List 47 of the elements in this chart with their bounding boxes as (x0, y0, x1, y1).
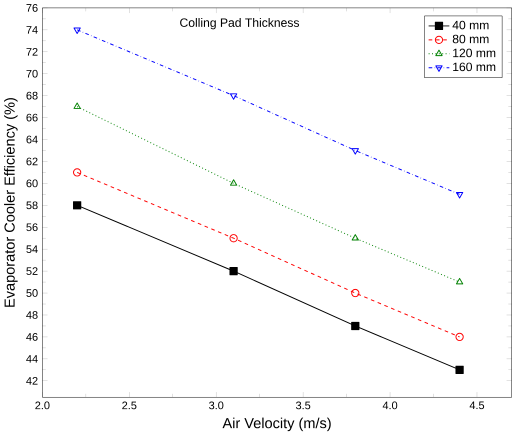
y-tick-label: 66 (26, 114, 38, 122)
y-tick-label: 56 (26, 223, 38, 232)
point (456, 192, 464, 198)
x-tick-label: 4.0 (382, 401, 398, 410)
point (74, 27, 81, 34)
legend-label: 80 mm (452, 34, 488, 44)
point (455, 332, 464, 341)
x-tick-label: 2.0 (35, 401, 50, 410)
x-tick-label: 3.0 (209, 401, 224, 410)
y-tick-label: 74 (26, 26, 38, 34)
point (73, 168, 82, 176)
y-tick-label: 64 (26, 136, 38, 144)
y-tick-label: 54 (26, 245, 38, 253)
y-tick-label: 42 (26, 376, 38, 385)
point (230, 93, 238, 100)
y-tick-label: 46 (26, 332, 38, 341)
y-tick-label: 44 (26, 355, 38, 363)
point (352, 234, 359, 240)
y-axis-title: Evaporator Cooler Efficiency (%) (4, 98, 18, 307)
x-tick-label: 4.5 (470, 401, 484, 410)
point (351, 288, 360, 298)
x-axis-title: Air Velocity (m/s) (222, 417, 331, 432)
y-tick-label: 58 (26, 201, 38, 210)
legend-label: 40 mm (452, 20, 488, 30)
point (230, 179, 238, 186)
y-tick-label: 68 (26, 92, 38, 100)
legend-label: 160 mm (453, 62, 496, 72)
y-tick-label: 76 (26, 4, 38, 12)
point (73, 201, 82, 210)
point (455, 366, 464, 374)
point (229, 266, 238, 276)
y-tick-label: 70 (26, 70, 38, 78)
y-tick-label: 72 (26, 48, 38, 56)
point (352, 148, 359, 155)
x-tick-label: 2.5 (122, 401, 136, 410)
point (351, 322, 360, 330)
annotation: Colling Pad Thickness (180, 18, 300, 30)
point (456, 278, 464, 284)
x-tick-label: 3.5 (296, 401, 310, 410)
point (74, 102, 81, 109)
point (229, 234, 238, 242)
legend-label: 120 mm (453, 48, 496, 58)
y-tick-label: 60 (26, 179, 38, 188)
y-tick-label: 52 (26, 267, 38, 275)
y-tick-label: 62 (26, 157, 38, 166)
y-tick-label: 48 (26, 311, 38, 319)
y-tick-label: 50 (26, 289, 38, 297)
